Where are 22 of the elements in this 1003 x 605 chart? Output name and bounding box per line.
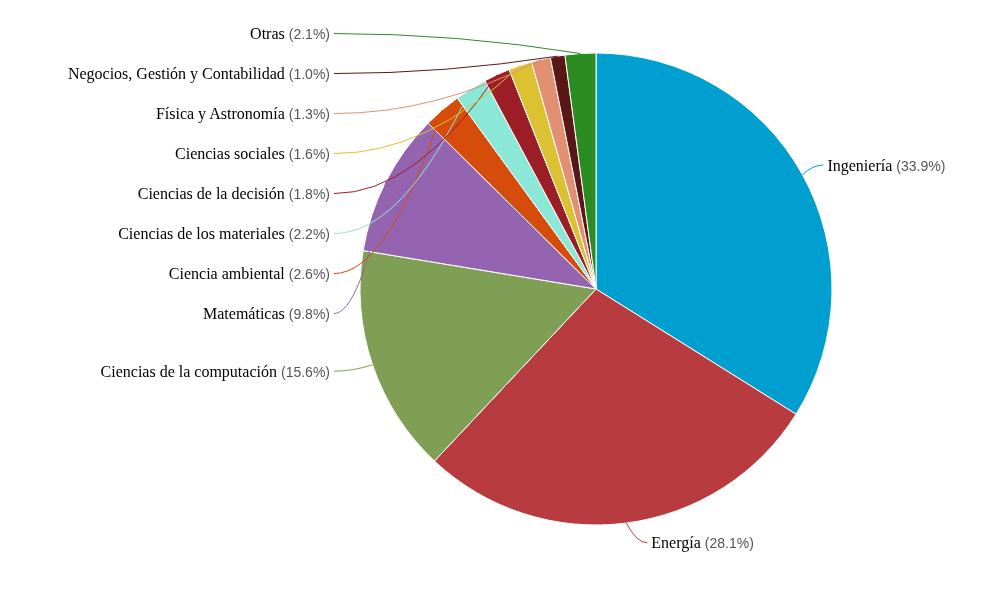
slice-label: Ciencias de los materiales	[118, 225, 285, 243]
slice-label: Ciencias de la computación	[100, 362, 277, 381]
data-label: (1.6%)	[288, 146, 330, 163]
data-label: (9.8%)	[288, 306, 330, 323]
data-label: (1.0%)	[288, 66, 330, 83]
slice-label: Ciencia ambiental	[168, 265, 286, 283]
slice-label: Ciencias sociales	[175, 145, 285, 163]
slice-label: Ingeniería	[827, 156, 893, 175]
slice-label: Otras	[250, 25, 285, 43]
slice-label: Energía	[651, 534, 701, 553]
data-label: (15.6%)	[280, 363, 330, 380]
data-label: (1.8%)	[288, 186, 330, 203]
slice-label: Física y Astronomía	[155, 105, 285, 124]
data-label: (33.9%)	[896, 157, 946, 174]
data-label: (1.3%)	[288, 106, 330, 123]
slice-label: Ciencias de la decisión	[137, 185, 285, 203]
slice-label: Negocios, Gestión y Contabilidad	[67, 65, 285, 84]
data-label: (2.1%)	[288, 26, 330, 43]
slice-label: Matemáticas	[203, 305, 285, 323]
data-label: (2.6%)	[288, 266, 330, 283]
data-label: (2.2%)	[288, 226, 330, 243]
data-label: (28.1%)	[704, 535, 754, 552]
